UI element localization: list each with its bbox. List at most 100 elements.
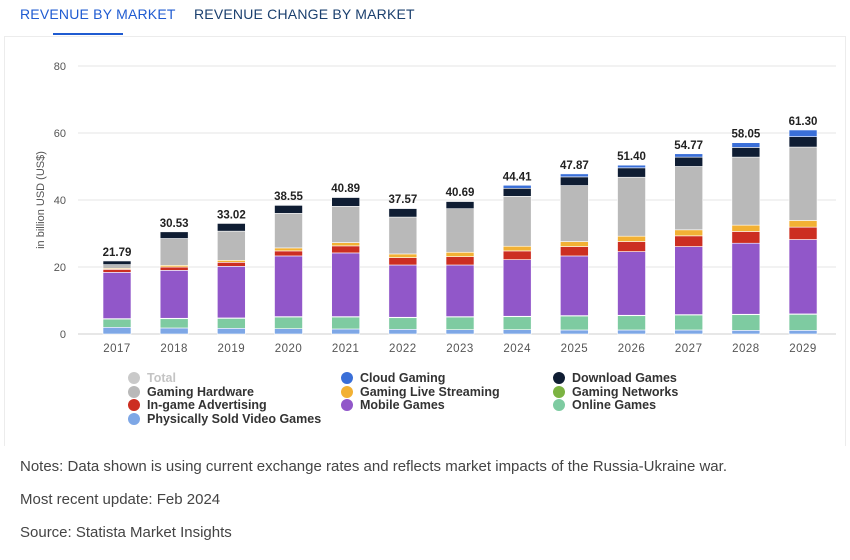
bar-segment — [331, 245, 360, 254]
x-tick-label: 2026 — [618, 343, 646, 355]
bar-segment — [674, 246, 704, 315]
bar-segment — [445, 201, 475, 210]
legend-marker — [553, 386, 565, 398]
bar-segment — [502, 245, 532, 252]
x-tick-label: 2017 — [103, 343, 131, 355]
bar-segment — [731, 242, 761, 315]
total-data-label: 33.02 — [217, 209, 246, 221]
bar-segment — [788, 313, 818, 331]
bar-segment — [674, 329, 704, 335]
tab-revenue-by-market[interactable]: REVENUE BY MARKET — [20, 6, 176, 22]
legend-marker — [128, 372, 140, 384]
bar-segment — [617, 315, 646, 331]
update-text: Most recent update: Feb 2024 — [20, 491, 221, 508]
bar-segment — [274, 204, 303, 206]
bar-segment — [502, 316, 532, 330]
bar-segment — [788, 129, 818, 137]
legend-marker — [341, 372, 353, 384]
bar-segment — [102, 264, 132, 269]
bar-segment — [788, 239, 818, 315]
bar-segment — [159, 238, 189, 266]
total-data-label: 40.69 — [446, 187, 475, 199]
bar-segment — [560, 246, 589, 257]
bar-segment — [560, 176, 589, 186]
legend-item-label: Physically Sold Video Games — [147, 412, 321, 426]
bar-segment — [331, 252, 360, 317]
total-data-label: 40.89 — [331, 183, 360, 195]
bar-segment — [674, 229, 704, 237]
bar-segment — [274, 255, 303, 317]
bar-segment — [102, 326, 132, 335]
bar-segment — [274, 328, 303, 335]
bar-segment — [731, 330, 761, 335]
tab-bar: REVENUE BY MARKET REVENUE CHANGE BY MARK… — [0, 0, 850, 36]
legend-item-label: Download Games — [572, 371, 677, 385]
bar-segment — [159, 318, 189, 329]
bar-segment — [445, 329, 475, 335]
legend-marker — [553, 399, 565, 411]
bar-segment — [331, 196, 360, 198]
bar-segment — [674, 314, 704, 331]
legend-item-label: In-game Advertising — [147, 398, 267, 412]
source-text: Source: Statista Market Insights — [20, 524, 232, 541]
y-tick-label: 40 — [54, 195, 66, 207]
bar-segment — [331, 242, 360, 247]
bar-segment — [445, 316, 475, 330]
bar-segment — [788, 226, 818, 240]
bar-segment — [617, 235, 646, 242]
bar-segment — [731, 231, 761, 244]
bar-segment — [388, 253, 418, 258]
bar-segment — [445, 200, 475, 202]
active-tab-indicator — [53, 33, 123, 35]
total-data-label: 37.57 — [388, 194, 417, 206]
legend-marker — [341, 386, 353, 398]
bar-segment — [445, 208, 475, 253]
bar-segment — [617, 164, 646, 169]
bar-segment — [388, 329, 418, 335]
bar-segment — [674, 153, 704, 158]
bar-segment — [502, 184, 532, 189]
bar-segment — [788, 220, 818, 228]
bar-segment — [388, 207, 418, 209]
bar-segment — [274, 204, 303, 214]
y-axis-label: in billion USD (US$) — [35, 151, 47, 249]
bar-segment — [388, 216, 418, 255]
bar-segment — [217, 230, 246, 261]
x-tick-label: 2021 — [332, 343, 360, 355]
bar-segment — [502, 259, 532, 317]
tab-revenue-change-by-market[interactable]: REVENUE CHANGE BY MARKET — [194, 6, 415, 22]
bar-segment — [331, 197, 360, 207]
bar-segment — [159, 327, 189, 335]
x-tick-label: 2020 — [275, 343, 303, 355]
total-data-label: 58.05 — [731, 129, 760, 141]
bar-segment — [388, 264, 418, 318]
bar-segment — [274, 247, 303, 252]
bar-segment — [788, 330, 818, 335]
x-tick-label: 2019 — [218, 343, 246, 355]
total-data-label: 61.30 — [789, 116, 818, 128]
x-tick-label: 2023 — [446, 343, 474, 355]
bar-segment — [445, 251, 475, 257]
legend-item-label: Gaming Networks — [572, 385, 678, 399]
x-tick-label: 2018 — [160, 343, 188, 355]
legend-item-label: Mobile Games — [360, 398, 445, 412]
bar-segment — [217, 266, 246, 319]
x-tick-label: 2028 — [732, 343, 760, 355]
bar-segment — [560, 185, 589, 242]
legend-item-label: Total — [147, 371, 176, 385]
bar-segment — [502, 250, 532, 260]
bar-segment — [445, 256, 475, 266]
bar-segment — [274, 213, 303, 249]
legend-item-label: Gaming Hardware — [147, 385, 254, 399]
bar-segment — [502, 196, 532, 247]
bar-segment — [217, 317, 246, 329]
bar-segment — [102, 318, 132, 328]
bar-segment — [159, 231, 189, 239]
y-tick-label: 80 — [54, 61, 66, 73]
x-tick-label: 2027 — [675, 343, 703, 355]
bar-segment — [617, 251, 646, 316]
legend-marker — [128, 399, 140, 411]
revenue-chart: 0 20 40 60 80 in billion USD (US$) 21.79 2017 30… — [35, 61, 836, 426]
bar-segment — [617, 241, 646, 252]
legend-marker — [128, 413, 140, 425]
